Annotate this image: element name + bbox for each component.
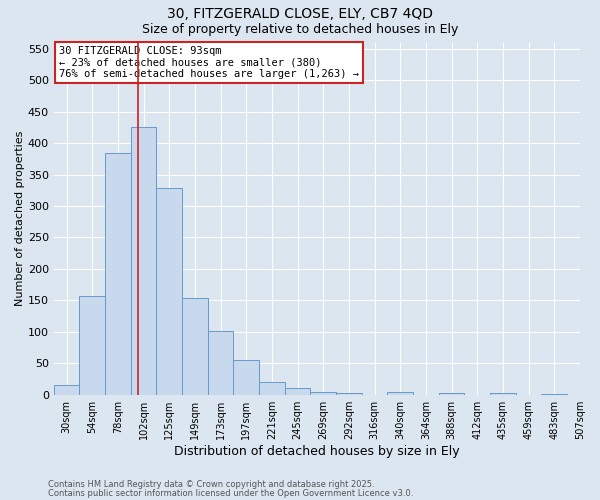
Text: 30 FITZGERALD CLOSE: 93sqm
← 23% of detached houses are smaller (380)
76% of sem: 30 FITZGERALD CLOSE: 93sqm ← 23% of deta… (59, 46, 359, 79)
Bar (259, 382, 285, 394)
Text: Contains HM Land Registry data © Crown copyright and database right 2025.: Contains HM Land Registry data © Crown c… (48, 480, 374, 489)
Text: Size of property relative to detached houses in Ely: Size of property relative to detached ho… (142, 22, 458, 36)
Bar (439, 393, 464, 394)
Bar (182, 298, 208, 394)
Text: 30, FITZGERALD CLOSE, ELY, CB7 4QD: 30, FITZGERALD CLOSE, ELY, CB7 4QD (167, 8, 433, 22)
Bar (131, 128, 157, 394)
Y-axis label: Number of detached properties: Number of detached properties (15, 131, 25, 306)
Bar (79, 296, 105, 394)
Bar (233, 360, 259, 394)
Bar (208, 331, 233, 394)
Bar (310, 392, 336, 394)
Bar (285, 388, 310, 394)
Bar (336, 393, 362, 394)
Text: Contains public sector information licensed under the Open Government Licence v3: Contains public sector information licen… (48, 488, 413, 498)
Bar (105, 152, 131, 394)
Bar (54, 386, 79, 394)
Bar (157, 188, 182, 394)
Bar (388, 392, 413, 394)
X-axis label: Distribution of detached houses by size in Ely: Distribution of detached houses by size … (174, 444, 460, 458)
